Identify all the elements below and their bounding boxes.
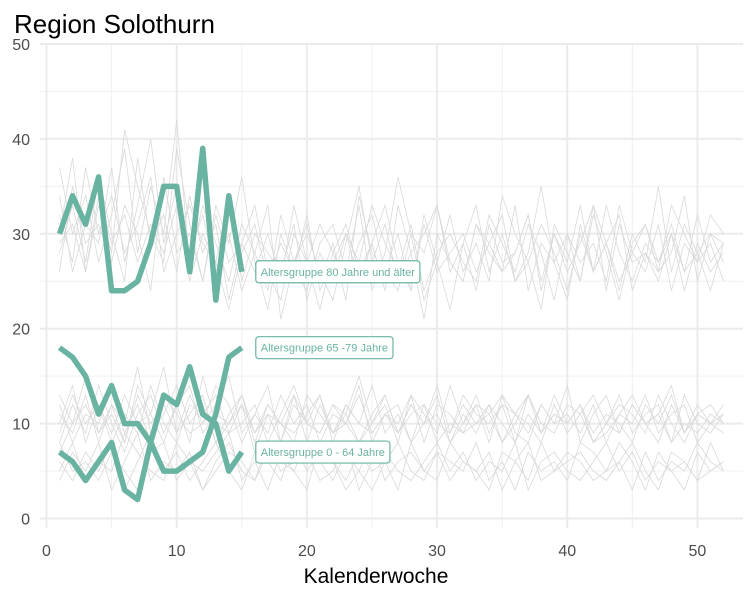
series-label-text: Altersgruppe 65 -79 Jahre <box>261 343 388 355</box>
background-series-line-13 <box>59 384 724 445</box>
y-tick-label: 30 <box>12 227 30 244</box>
x-tick-label: 20 <box>298 543 316 560</box>
background-lines <box>59 119 724 492</box>
x-tick-label: 50 <box>689 543 707 560</box>
background-series-line-7 <box>59 195 724 310</box>
series-labels: Altersgruppe 80 Jahre und älter Altersgru… <box>255 260 421 464</box>
y-tick-label: 20 <box>12 322 30 339</box>
series-line-3 <box>57 363 245 503</box>
background-series-line-16 <box>59 431 724 492</box>
background-series-line-2 <box>59 138 724 320</box>
series-label-text: Altersgruppe 80 Jahre und älter <box>261 267 415 279</box>
x-tick-label: 0 <box>42 543 51 560</box>
x-axis-ticks: 0 10 20 30 40 50 <box>42 543 706 560</box>
y-axis-ticks: 0 10 20 30 40 50 <box>12 37 30 529</box>
series-label-3: Altersgruppe 0 - 64 Jahre <box>255 440 391 464</box>
series-line-1 <box>56 145 245 303</box>
series-label-text: Altersgruppe 0 - 64 Jahre <box>261 447 385 459</box>
series-label-box <box>255 336 394 360</box>
chart-title: Region Solothurn <box>14 9 215 39</box>
y-tick-label: 0 <box>21 512 30 529</box>
series-label-box <box>255 440 391 464</box>
x-tick-label: 40 <box>558 543 576 560</box>
y-tick-label: 40 <box>12 132 30 149</box>
background-series-line-6 <box>59 167 724 301</box>
background-series-line-4 <box>59 119 724 302</box>
series-label-2: Altersgruppe 65 -79 Jahre <box>255 336 394 360</box>
highlight-lines <box>56 145 245 503</box>
x-axis-label: Kalenderwoche <box>304 565 449 588</box>
series-label-box <box>255 260 421 284</box>
series-label-1: Altersgruppe 80 Jahre und älter <box>255 260 421 284</box>
x-tick-label: 30 <box>428 543 446 560</box>
background-series-line-14 <box>59 393 724 453</box>
background-series-line-18 <box>59 432 724 492</box>
x-tick-label: 10 <box>168 543 186 560</box>
y-tick-label: 50 <box>12 37 30 54</box>
background-series-line-3 <box>59 157 724 320</box>
background-series-line-12 <box>59 384 724 444</box>
y-tick-label: 10 <box>12 417 30 434</box>
background-series-line-1 <box>59 129 724 310</box>
